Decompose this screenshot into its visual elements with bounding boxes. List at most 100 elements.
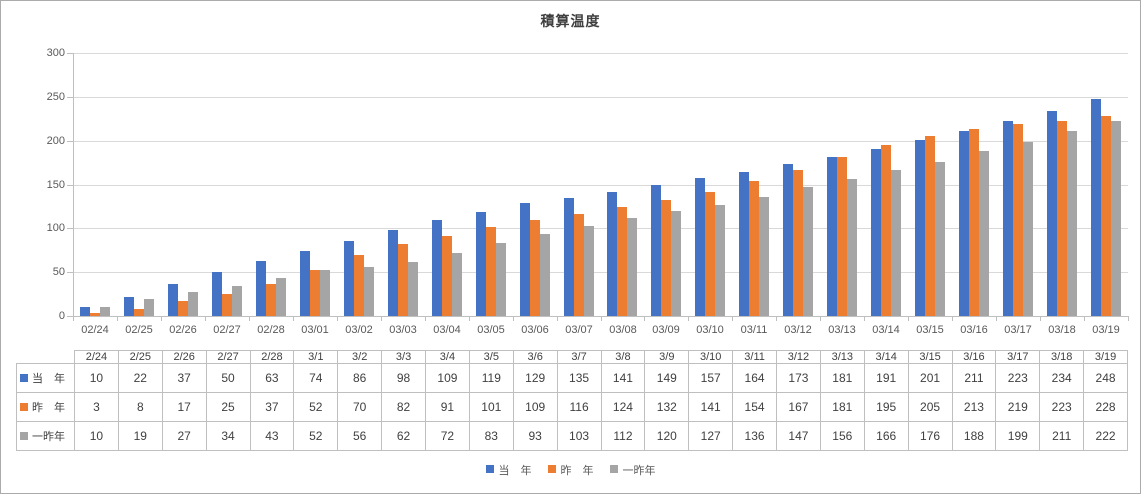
x-axis-tick-label: 03/13 [828, 324, 856, 336]
table-header-row: 2/24 2/25 2/26 2/27 2/28 3/1 3/2 3/3 3/4 3/5 3/6 3/… [17, 350, 1128, 364]
bar [881, 145, 891, 316]
x-axis-tick-label: 03/14 [872, 324, 900, 336]
legend-key-swatch [547, 465, 556, 473]
bar [1047, 111, 1057, 316]
table-header-cell: 3/1 [293, 350, 339, 364]
bar [739, 172, 749, 316]
table-cell: 83 [468, 421, 514, 451]
x-axis-tick [908, 316, 909, 321]
x-axis-tick [644, 316, 645, 321]
bar [959, 131, 969, 316]
table-cell: 211 [1039, 421, 1085, 451]
bar [847, 179, 857, 316]
table-cell: 149 [644, 363, 690, 393]
bar [134, 309, 144, 316]
table-header-cell: 3/16 [951, 350, 997, 364]
x-axis-tick-label: 03/08 [609, 324, 637, 336]
y-axis-tick [67, 141, 73, 142]
x-axis-tick-label: 03/06 [521, 324, 549, 336]
table-cell: 141 [600, 363, 646, 393]
x-axis-tick-label: 02/24 [81, 324, 109, 336]
bar [1013, 124, 1023, 316]
bar [540, 234, 550, 316]
series-name: 当 年 [32, 373, 65, 385]
x-axis-tick [601, 316, 602, 321]
x-axis-tick-label: 03/12 [784, 324, 812, 336]
table-cell: 211 [951, 363, 997, 393]
table-cell: 181 [819, 363, 865, 393]
y-axis-tick-label: 150 [46, 179, 65, 191]
x-axis-tick-label: 03/15 [916, 324, 944, 336]
table-cell: 3 [74, 392, 119, 422]
table-cell: 50 [205, 363, 251, 393]
table-header-cell: 3/19 [1083, 350, 1128, 364]
y-axis-tick [67, 316, 73, 317]
table-row-label: 昨 年 [16, 392, 75, 422]
table-header-cell: 3/11 [732, 350, 777, 364]
legend-item: 一昨年 [609, 462, 656, 478]
table-cell: 22 [117, 363, 163, 393]
table-cell: 91 [425, 392, 470, 422]
table-header-cell: 3/14 [863, 350, 909, 364]
bar [1003, 121, 1013, 316]
table-cell: 52 [293, 421, 339, 451]
bar [1023, 142, 1033, 316]
y-axis-tick-label: 0 [58, 310, 65, 322]
bar [969, 129, 979, 316]
table-cell: 195 [863, 392, 909, 422]
table-cell: 154 [732, 392, 777, 422]
table-cell: 129 [512, 363, 558, 393]
table-cell: 222 [1083, 421, 1128, 451]
y-axis-line [73, 53, 74, 321]
bar [671, 211, 681, 316]
table-cell: 132 [644, 392, 690, 422]
bar [1057, 121, 1067, 316]
table-cell: 37 [161, 363, 207, 393]
table-cell: 136 [732, 421, 777, 451]
y-axis-tick-label: 250 [46, 91, 65, 103]
table-cell: 8 [117, 392, 163, 422]
x-axis-tick [73, 316, 74, 321]
table-cell: 176 [907, 421, 953, 451]
bar [1091, 99, 1101, 316]
x-axis-tick-label: 03/05 [477, 324, 505, 336]
x-axis-tick-label: 03/16 [960, 324, 988, 336]
bar [388, 230, 398, 316]
x-axis-tick [293, 316, 294, 321]
bar [398, 244, 408, 316]
x-axis-tick-label: 03/17 [1004, 324, 1032, 336]
x-axis-tick-label: 03/09 [652, 324, 680, 336]
bar [408, 262, 418, 316]
series-name: 一昨年 [32, 431, 65, 443]
table-cell: 201 [907, 363, 953, 393]
y-axis-tick [67, 185, 73, 186]
bar [276, 278, 286, 316]
x-axis-tick [996, 316, 997, 321]
bar [749, 181, 759, 316]
x-axis-tick [249, 316, 250, 321]
bar [178, 301, 188, 316]
table-cell: 17 [161, 392, 207, 422]
table-cell: 213 [951, 392, 997, 422]
x-axis-tick [513, 316, 514, 321]
bar [452, 253, 462, 316]
table-cell: 98 [381, 363, 426, 393]
x-axis-tick [952, 316, 953, 321]
table-cell: 135 [556, 363, 602, 393]
y-axis-tick [67, 53, 73, 54]
bar [344, 241, 354, 316]
table-header-cell: 3/13 [819, 350, 865, 364]
table-cell: 27 [161, 421, 207, 451]
x-axis-tick-label: 03/19 [1092, 324, 1120, 336]
x-axis-tick [776, 316, 777, 321]
bar [188, 292, 198, 316]
table-cell: 156 [819, 421, 865, 451]
table-header-cell: 3/3 [381, 350, 426, 364]
bar [1111, 121, 1121, 316]
table-row: 一昨年 10 19 27 34 43 52 56 62 72 83 93 103 112 120 127 136… [16, 421, 1128, 451]
table-cell: 157 [688, 363, 734, 393]
bar [891, 170, 901, 316]
table-cell: 62 [381, 421, 426, 451]
table-row-label: 一昨年 [16, 421, 75, 451]
